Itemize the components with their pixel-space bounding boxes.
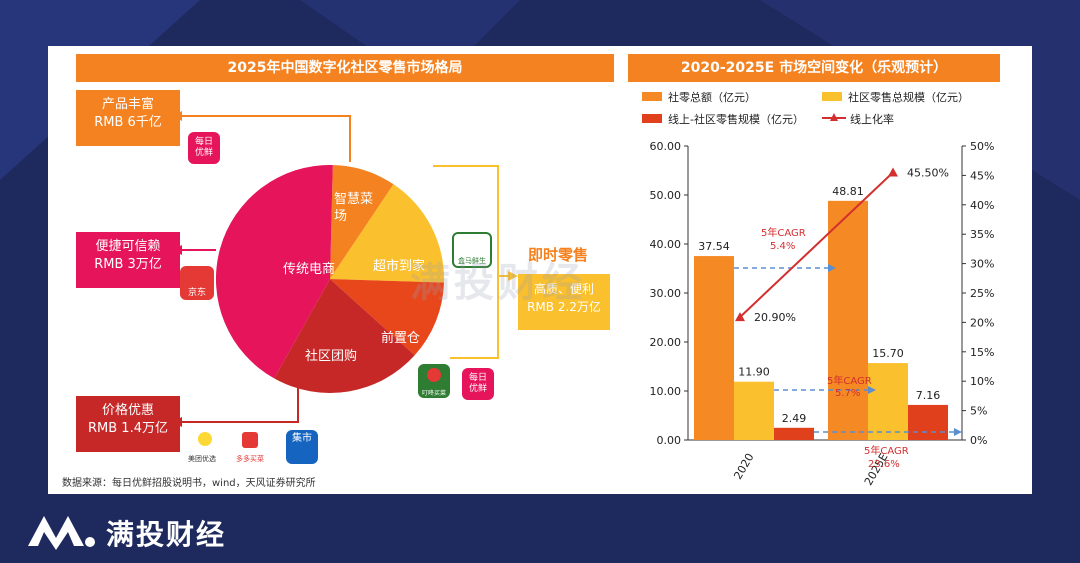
footer-brand-name: 满投财经 <box>106 518 227 551</box>
y-right-tick-label: 50% <box>970 140 994 153</box>
pie-label-front-warehouse: 前置仓 <box>381 330 420 346</box>
left-panel-title: 2025年中国数字化社区零售市场格局 <box>76 54 614 82</box>
cagr-3-line2: 23.6% <box>868 459 900 470</box>
online-rate-line <box>739 171 894 318</box>
y-right-tick-label: 5% <box>970 405 987 418</box>
connector-price <box>182 386 299 423</box>
connector-instant <box>433 165 499 359</box>
brand-logo-icon <box>28 516 95 550</box>
legend-swatch-s3 <box>642 114 662 123</box>
hema-logo: 盒马鲜生 <box>452 232 492 268</box>
bar-2020-s3 <box>774 427 814 440</box>
box-convenient: 便捷可信赖 RMB 3万亿 <box>76 232 180 288</box>
y-left-tick-label: 60.00 <box>650 140 682 153</box>
box-instant-quality: 高质、便利 RMB 2.2万亿 <box>518 274 610 330</box>
legend-label-s4: 线上化率 <box>850 113 894 126</box>
bar-value-label: 37.54 <box>698 240 730 253</box>
box-price-line2: RMB 1.4万亿 <box>88 421 168 436</box>
bar-2025E-s2 <box>868 363 908 440</box>
box-price: 价格优惠 RMB 1.4万亿 <box>76 396 180 452</box>
y-left-tick-label: 0.00 <box>657 434 682 447</box>
pie-label-smart-market-1: 智慧菜 <box>334 191 373 207</box>
y-right-tick-label: 0% <box>970 434 987 447</box>
box-product-rich: 产品丰富 RMB 6千亿 <box>76 90 180 146</box>
duoduo-icon <box>242 432 258 448</box>
cagr-1-line1: 5年CAGR <box>761 226 806 239</box>
pie-chart <box>215 164 445 393</box>
cagr-2-line1: 5年CAGR <box>827 374 872 387</box>
y-left-tick-label: 20.00 <box>650 336 682 349</box>
box-price-line1: 价格优惠 <box>101 403 154 418</box>
bar-value-label: 2.49 <box>782 412 807 425</box>
y-left-tick-label: 50.00 <box>650 189 682 202</box>
legend-label-s1: 社零总额（亿元） <box>668 91 756 104</box>
legend-swatch-s4 <box>822 113 846 121</box>
y-left-tick-label: 30.00 <box>650 287 682 300</box>
pie-slice-supermarket <box>330 184 445 283</box>
bar-value-label: 11.90 <box>738 366 770 379</box>
box-instant-quality-line1: 高质、便利 <box>533 282 594 296</box>
legend-swatch-s1 <box>642 92 662 101</box>
bar-2025E-s1 <box>828 200 868 440</box>
y-right-tick-label: 25% <box>970 287 994 300</box>
bar-value-label: 15.70 <box>872 347 904 360</box>
watermark-text: 满投财经 <box>410 260 586 306</box>
pie-label-supermarket: 超市到家 <box>373 258 425 274</box>
y-right-tick-label: 30% <box>970 258 994 271</box>
box-instant-quality-line2: RMB 2.2万亿 <box>527 300 601 314</box>
connector-product <box>182 115 351 162</box>
cagr-2-line2: 5.7% <box>835 388 860 399</box>
jd-logo: 京东 <box>180 266 214 300</box>
online-rate-label: 45.50% <box>907 166 949 179</box>
pie-label-ecommerce: 传统电商 <box>283 262 335 277</box>
bar-value-label: 7.16 <box>916 389 941 402</box>
cagr-3-line1: 5年CAGR <box>864 444 909 457</box>
cagr-1-line2: 5.4% <box>770 241 795 252</box>
bar-value-label: 48.81 <box>832 185 864 198</box>
y-left-tick-label: 40.00 <box>650 238 682 251</box>
box-product-rich-line2: RMB 6千亿 <box>94 115 162 130</box>
online-rate-point <box>735 312 745 322</box>
box-convenient-line1: 便捷可信赖 <box>95 239 161 254</box>
y-right-tick-label: 35% <box>970 228 994 241</box>
right-panel-title: 2020-2025E 市场空间变化（乐观预计） <box>628 54 1000 82</box>
online-rate-label: 20.90% <box>754 311 796 324</box>
instant-retail-label: 即时零售 <box>528 246 589 264</box>
box-product-rich-line1: 产品丰富 <box>101 97 154 112</box>
data-source-note: 数据来源：每日优鲜招股说明书，wind，天风证券研究所 <box>62 478 316 489</box>
online-rate-point <box>888 167 898 177</box>
y-right-tick-label: 10% <box>970 375 994 388</box>
bar-2020-s1 <box>694 256 734 440</box>
pie-slice-smart-market <box>330 165 394 279</box>
legend-swatch-s2 <box>822 92 842 101</box>
legend-label-s3: 线上-社区零售规模（亿元） <box>668 113 804 126</box>
y-right-tick-label: 45% <box>970 169 994 182</box>
y-right-tick-label: 15% <box>970 346 994 359</box>
box-convenient-line2: RMB 3万亿 <box>94 257 162 272</box>
pie-slice-ecommerce <box>215 164 333 379</box>
y-right-tick-label: 40% <box>970 199 994 212</box>
bar-2025E-s3 <box>908 404 948 440</box>
market-bar-chart: 0.00 10.00 20.00 30.00 40.00 50.00 60.00 0% 5% 10… <box>650 140 995 488</box>
meiri-youxian-logo: 每日 优鲜 <box>188 132 220 164</box>
dingdong-icon <box>427 368 441 382</box>
y-left-tick-label: 10.00 <box>650 385 682 398</box>
pie-label-smart-market-2: 场 <box>334 209 347 224</box>
meiri-youxian-logo-2: 每日 优鲜 <box>462 368 494 400</box>
x-tick-label: 2020 <box>731 451 756 482</box>
pie-label-group-buy: 社区团购 <box>305 348 357 364</box>
content-panel: 2025年中国数字化社区零售市场格局 传统电商 智慧菜 场 超市到家 前置仓 社… <box>48 46 1032 494</box>
pie-slice-front-warehouse <box>330 279 444 356</box>
pie-diagram: 传统电商 智慧菜 场 超市到家 前置仓 社区团购 <box>172 111 518 427</box>
bar-2020-s2 <box>734 381 774 440</box>
meituan-icon <box>198 432 212 446</box>
legend-label-s2: 社区零售总规模（亿元） <box>848 91 969 104</box>
jishi-logo: 集市 <box>286 430 318 464</box>
y-right-tick-label: 20% <box>970 316 994 329</box>
pie-slice-group-buy <box>274 279 415 393</box>
